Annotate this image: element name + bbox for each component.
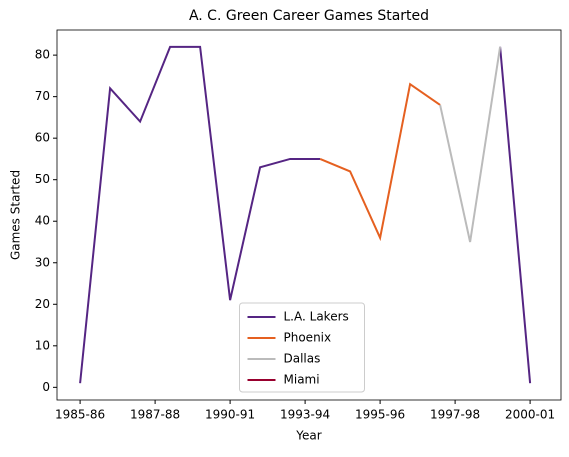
legend-label: Miami (284, 373, 320, 387)
y-tick-label: 80 (35, 48, 50, 62)
legend-label: Phoenix (284, 331, 332, 345)
y-tick-label: 70 (35, 89, 50, 103)
x-tick-label: 1995-96 (355, 408, 405, 422)
y-tick-label: 30 (35, 255, 50, 269)
line (319, 82, 441, 242)
y-tick-label: 20 (35, 297, 50, 311)
y-tick-label: 40 (35, 214, 50, 228)
x-tick-label: 1990-91 (205, 408, 255, 422)
x-tick-label: 1997-98 (430, 408, 480, 422)
legend-label: L.A. Lakers (284, 310, 349, 324)
plot-frame (56, 29, 562, 401)
y-tick-label: 0 (42, 380, 50, 394)
line (439, 46, 502, 243)
chart-title: A. C. Green Career Games Started (189, 8, 429, 24)
x-tick-label: 1985-86 (55, 408, 105, 422)
x-tick-label: 1987-88 (130, 408, 180, 422)
legend-label: Dallas (284, 352, 321, 366)
y-tick-label: 50 (35, 172, 50, 186)
y-tick-label: 10 (35, 338, 50, 352)
x-axis-label: Year (295, 429, 321, 443)
x-tick-label: 1993-94 (280, 408, 330, 422)
line (79, 45, 532, 384)
y-axis-label: Games Started (9, 170, 23, 260)
y-tick-label: 60 (35, 131, 50, 145)
x-tick-label: 2000-01 (505, 408, 555, 422)
legend-box (239, 302, 365, 393)
